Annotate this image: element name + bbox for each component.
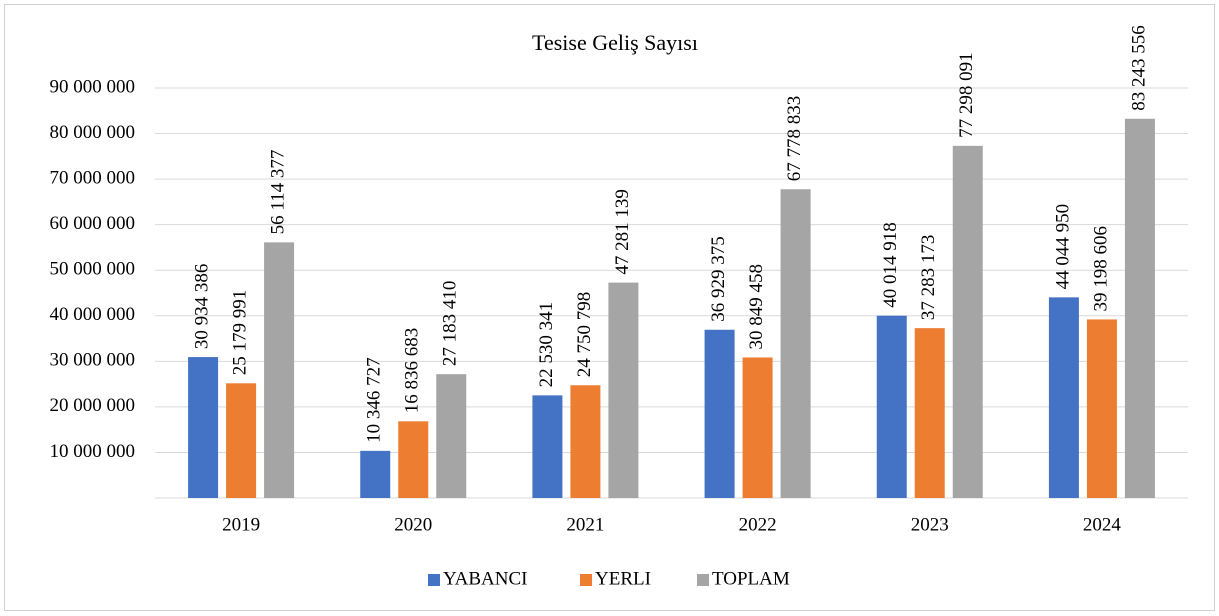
value-label: 39 198 606 [1090, 226, 1111, 312]
x-tick-label: 2019 [222, 514, 260, 535]
bar [226, 383, 257, 498]
y-tick-label: 60 000 000 [50, 213, 136, 234]
legend-label: YABANCI [443, 568, 527, 589]
y-tick-label: 90 000 000 [50, 76, 136, 97]
y-tick-label: 30 000 000 [50, 350, 136, 371]
value-label: 83 243 556 [1128, 25, 1149, 111]
value-label: 37 283 173 [918, 235, 939, 321]
value-label: 30 934 386 [191, 264, 212, 349]
value-label: 16 836 683 [402, 328, 423, 414]
bar [436, 374, 467, 498]
bar [360, 450, 391, 498]
bar [188, 357, 219, 498]
value-label: 24 750 798 [574, 292, 595, 378]
legend-label: TOPLAM [712, 568, 790, 589]
bar [398, 421, 429, 498]
y-tick-label: 80 000 000 [50, 122, 136, 143]
bar [914, 328, 945, 498]
y-tick-label: 20 000 000 [50, 395, 136, 416]
value-label: 22 530 341 [536, 302, 557, 388]
value-label: 10 346 727 [364, 357, 385, 443]
value-label: 47 281 139 [612, 189, 633, 275]
x-tick-label: 2024 [1083, 514, 1122, 535]
legend-swatch [428, 574, 440, 586]
value-label: 36 929 375 [708, 236, 729, 322]
value-label: 67 778 833 [784, 96, 805, 182]
value-label: 56 114 377 [267, 150, 288, 235]
value-label: 40 014 918 [880, 222, 901, 308]
y-tick-label: 70 000 000 [50, 167, 136, 188]
bar [532, 395, 563, 498]
value-label: 30 849 458 [746, 264, 767, 350]
bar [704, 329, 735, 498]
legend-label: YERLI [595, 568, 651, 589]
value-label: 27 183 410 [440, 281, 461, 367]
bar [780, 189, 811, 498]
bar [264, 242, 295, 498]
bar [876, 315, 907, 498]
x-tick-label: 2020 [394, 514, 432, 535]
x-tick-label: 2023 [911, 514, 949, 535]
bar [1086, 319, 1117, 498]
chart-title: Tesise Geliş Sayısı [532, 30, 698, 55]
bar [742, 357, 773, 498]
bar [952, 145, 983, 498]
bar [570, 385, 601, 498]
x-tick-label: 2021 [566, 514, 604, 535]
value-label: 25 179 991 [229, 290, 250, 376]
value-label: 44 044 950 [1052, 204, 1073, 290]
bar [1124, 118, 1155, 498]
x-tick-label: 2022 [739, 514, 777, 535]
bar [608, 282, 639, 498]
legend-swatch [580, 574, 592, 586]
value-label: 77 298 091 [956, 52, 977, 138]
y-tick-label: 50 000 000 [50, 259, 136, 280]
y-tick-label: 10 000 000 [50, 441, 136, 462]
bar [1048, 297, 1079, 498]
legend-swatch [697, 574, 709, 586]
y-tick-label: 40 000 000 [50, 304, 136, 325]
